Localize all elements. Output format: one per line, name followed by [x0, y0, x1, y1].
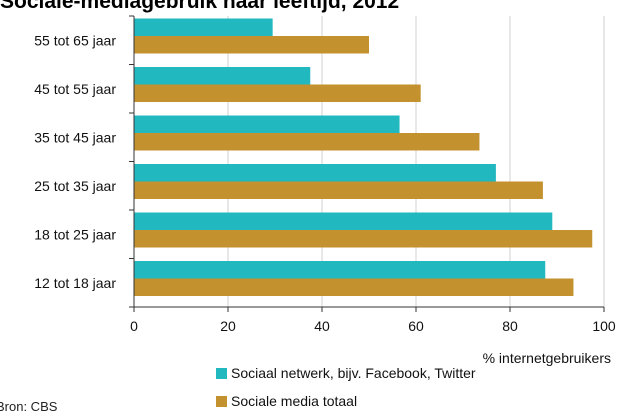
x-tick-label: 40: [314, 318, 330, 334]
bar-sociaal-netwerk: [134, 115, 400, 133]
chart-title: Sociale-mediagebruik naar leeftijd, 2012: [0, 0, 400, 13]
bar-sociaal-netwerk: [134, 67, 311, 85]
legend-label: Sociale media totaal: [231, 393, 357, 409]
legend: Sociaal netwerk, bijv. Facebook, Twitter…: [216, 365, 476, 409]
x-tick-label: 20: [220, 318, 236, 334]
x-tick-label: 60: [408, 318, 424, 334]
bar-sociale-media-totaal: [134, 84, 421, 102]
bar-sociale-media-totaal: [134, 230, 593, 248]
bar-sociaal-netwerk: [134, 212, 553, 230]
category-label: 55 tot 65 jaar: [34, 32, 116, 48]
bar-sociale-media-totaal: [134, 36, 369, 54]
x-tick-label: 0: [130, 318, 138, 334]
category-label: 35 tot 45 jaar: [34, 129, 116, 145]
legend-swatch: [216, 368, 227, 379]
bar-sociale-media-totaal: [134, 181, 543, 199]
labels: 0 20 40 60 80 100 55 tot 65 jaar 45 tot 55 jaar…: [34, 32, 616, 334]
category-label: 45 tot 55 jaar: [34, 81, 116, 97]
bar-sociale-media-totaal: [134, 278, 574, 296]
bars: [134, 18, 593, 296]
x-tick-label: 80: [502, 318, 518, 334]
category-label: 18 tot 25 jaar: [34, 226, 116, 242]
x-tick-label: 100: [592, 318, 616, 334]
category-label: 12 tot 18 jaar: [34, 275, 116, 291]
axes: [129, 15, 605, 312]
bar-sociaal-netwerk: [134, 261, 546, 279]
source-note: Bron: CBS: [0, 399, 58, 414]
legend-label: Sociaal netwerk, bijv. Facebook, Twitter: [231, 365, 476, 381]
bar-sociaal-netwerk: [134, 164, 496, 182]
bar-sociale-media-totaal: [134, 133, 480, 151]
legend-swatch: [216, 396, 227, 407]
x-axis-title: % internetgebruikers: [483, 350, 611, 366]
category-label: 25 tot 35 jaar: [34, 178, 116, 194]
bar-sociaal-netwerk: [134, 18, 273, 36]
grid-lines: [227, 16, 605, 307]
